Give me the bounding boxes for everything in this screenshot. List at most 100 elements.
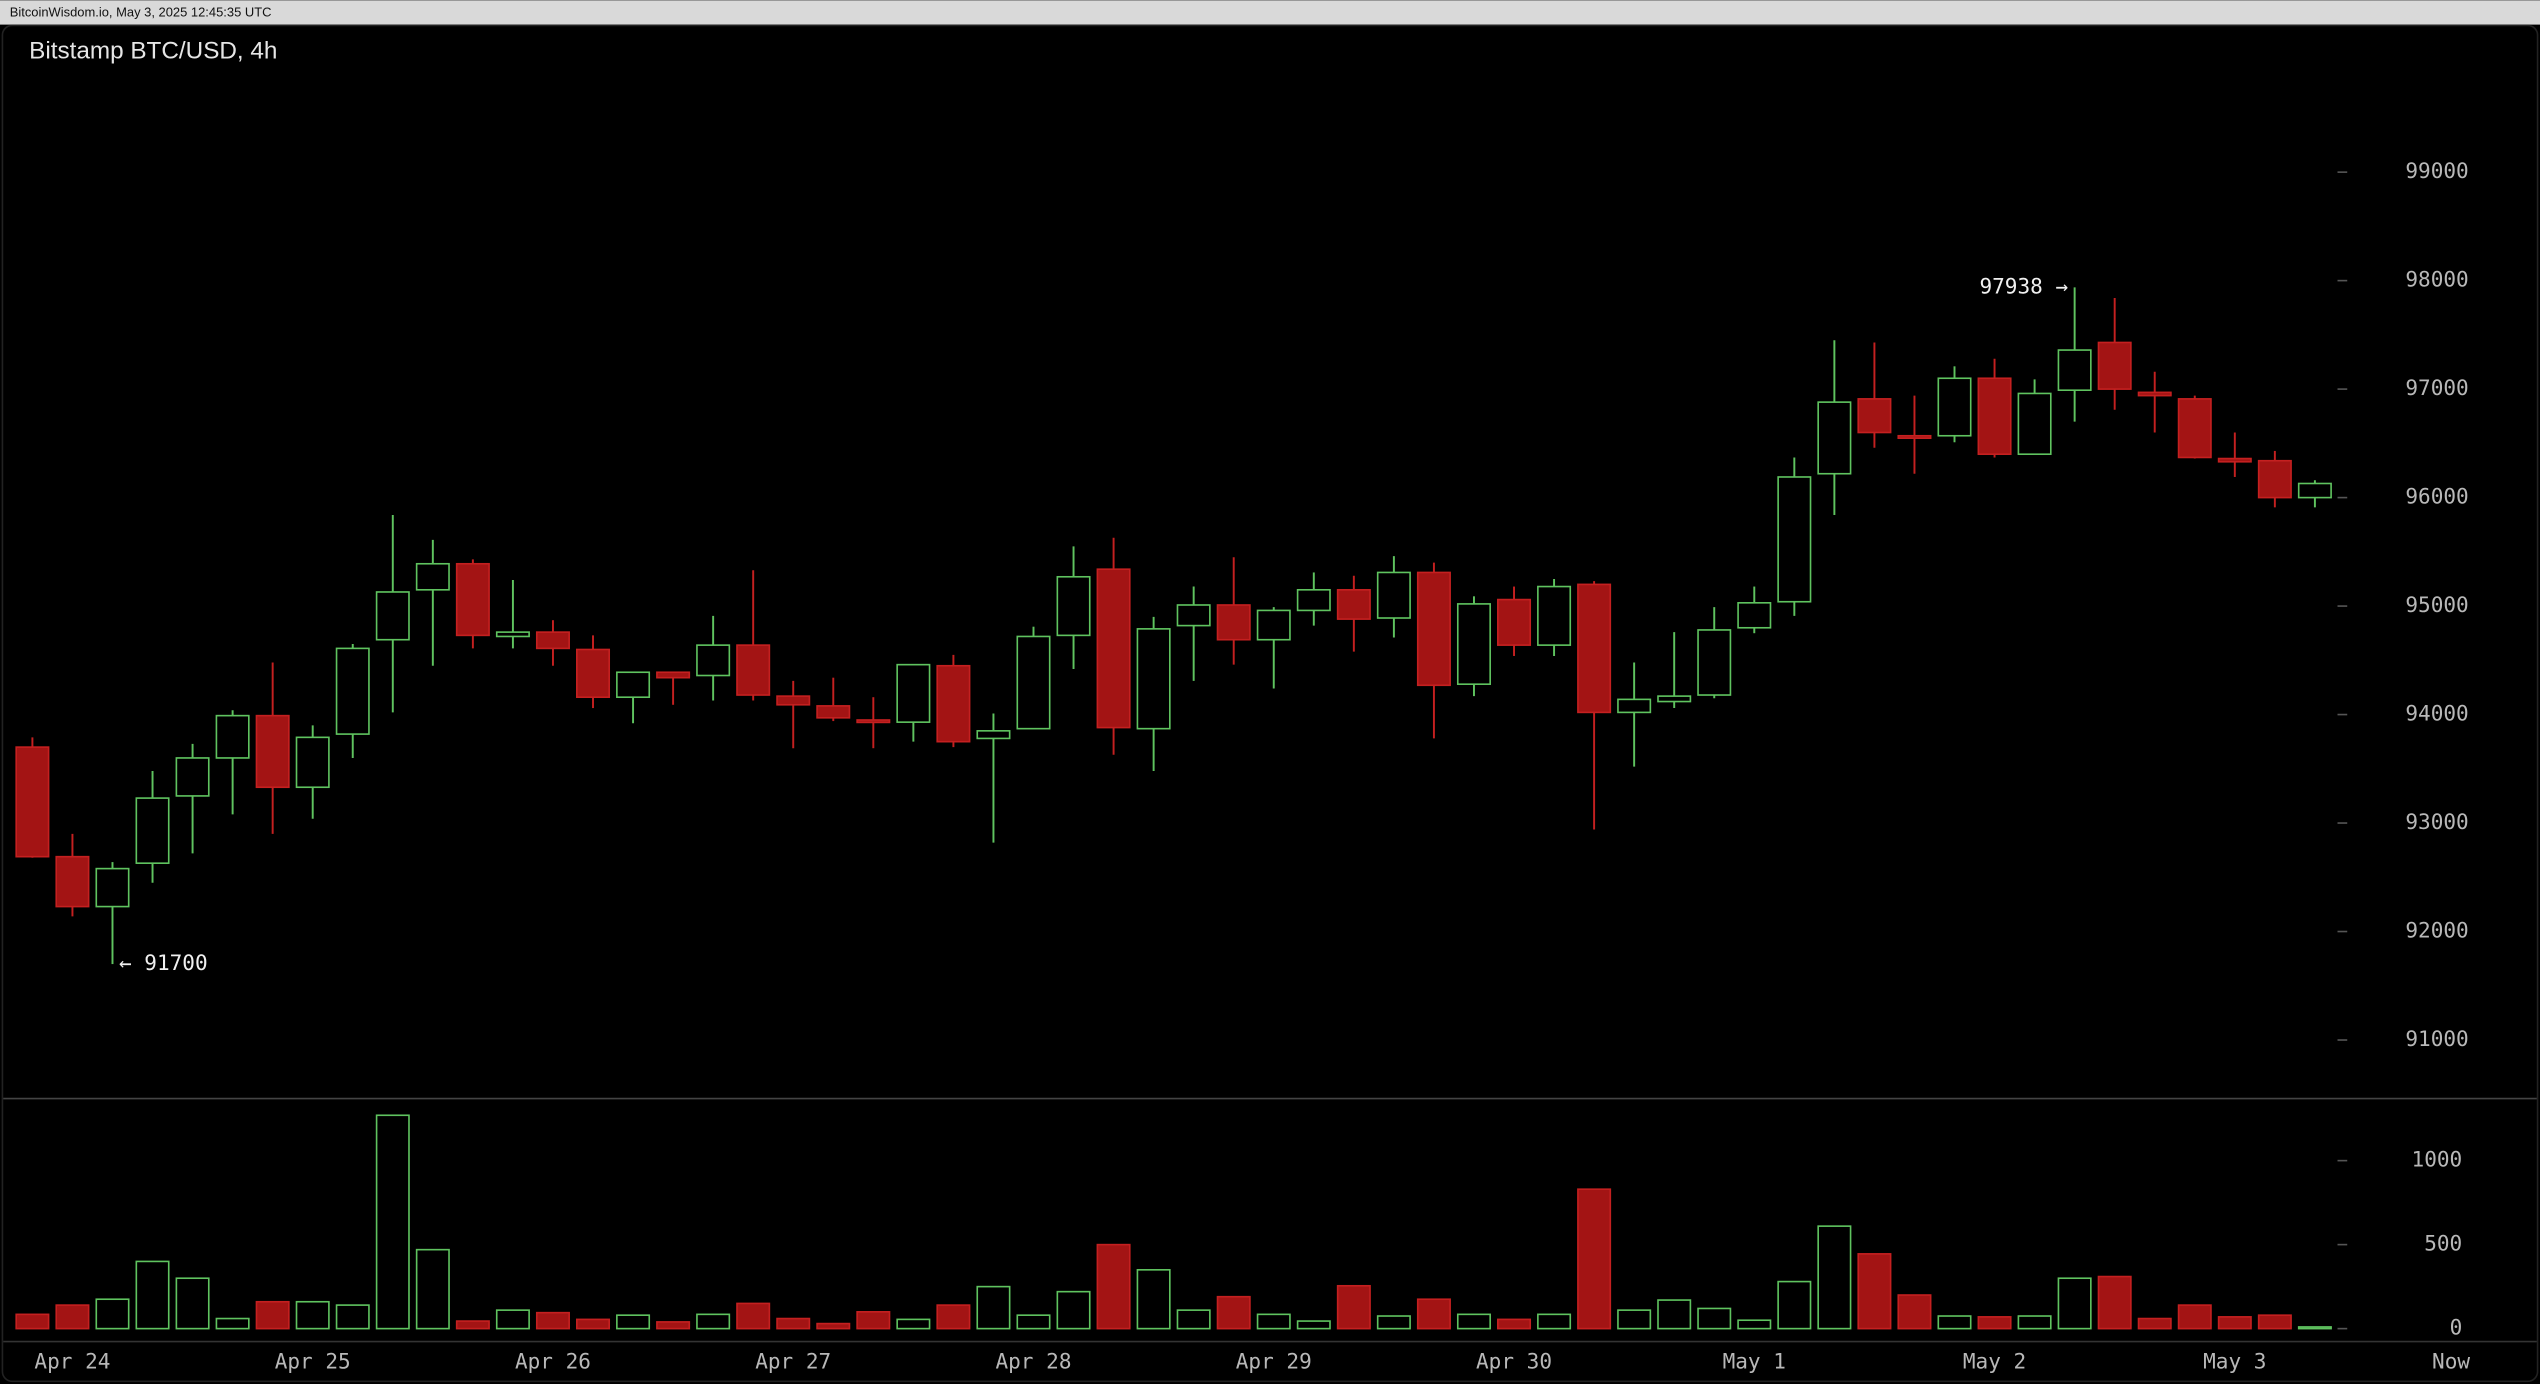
panel <box>1 24 2539 1383</box>
volume-bar <box>1537 1313 1572 1330</box>
candle-body <box>2057 349 2092 392</box>
candle-body <box>1296 588 1331 612</box>
volume-bar <box>896 1318 931 1330</box>
now-label: Now <box>2432 1349 2470 1374</box>
volume-bar <box>1016 1314 1051 1330</box>
volume-bar <box>1897 1294 1932 1330</box>
x-tick-label: Apr 30 <box>1476 1349 1552 1374</box>
candle-body <box>1577 583 1612 714</box>
y-tick-label: 99000 <box>2405 158 2468 183</box>
volume-bar <box>135 1260 170 1330</box>
y-tick-label: 91000 <box>2405 1026 2468 1051</box>
candle-body <box>2297 482 2332 499</box>
candle-body <box>816 705 851 719</box>
candle-body <box>576 648 611 699</box>
candle-body <box>255 714 290 789</box>
volume-bar <box>816 1322 851 1330</box>
volume-bar <box>1096 1243 1131 1330</box>
volume-bar <box>2057 1277 2092 1330</box>
volume-bar <box>335 1304 370 1330</box>
candle-body <box>1737 602 1772 629</box>
volume-bar <box>2177 1304 2212 1330</box>
candle-body <box>1176 604 1211 627</box>
candle-body <box>375 591 410 641</box>
candle-body <box>656 671 691 679</box>
candle-body <box>175 757 210 797</box>
candle-body <box>1857 398 1892 434</box>
volume-bar <box>1977 1316 2012 1330</box>
candle-body <box>2137 391 2172 397</box>
volume-bar <box>1577 1188 1612 1330</box>
volume-bar <box>936 1304 971 1330</box>
candle-body <box>1697 629 1732 696</box>
candle-body <box>15 746 50 858</box>
candle-body <box>2097 341 2132 390</box>
volume-bar <box>616 1314 651 1330</box>
y-tick-label: 96000 <box>2405 484 2468 509</box>
candle-body <box>1897 434 1932 439</box>
y-tick-label: 95000 <box>2405 592 2468 617</box>
volume-bar <box>656 1321 691 1330</box>
candle-body <box>215 714 250 759</box>
x-tick-label: Apr 26 <box>515 1349 591 1374</box>
volume-bar <box>1136 1269 1171 1330</box>
volume-bar <box>1857 1253 1892 1330</box>
volume-bar <box>2217 1316 2252 1330</box>
volume-bar <box>495 1309 530 1330</box>
volume-bar <box>1657 1299 1692 1330</box>
candle-body <box>1136 628 1171 730</box>
candle-body <box>1817 401 1852 475</box>
candle-body <box>1617 698 1652 714</box>
volume-bar <box>2137 1317 2172 1330</box>
volume-bar <box>696 1313 731 1330</box>
volume-bar <box>1416 1298 1451 1330</box>
candle-body <box>135 797 170 864</box>
volume-bar <box>2257 1314 2292 1330</box>
candle-body <box>2257 459 2292 499</box>
volume-bar <box>976 1285 1011 1330</box>
header-text: BitcoinWisdom.io, May 3, 2025 12:45:35 U… <box>10 5 272 20</box>
volume-bar <box>375 1114 410 1330</box>
candle-body <box>2177 398 2212 459</box>
candle-body <box>95 867 130 908</box>
candle-body <box>1777 476 1812 603</box>
y-tick-label: 94000 <box>2405 701 2468 726</box>
volume-bar <box>2097 1275 2132 1330</box>
candle-body <box>1016 635 1051 730</box>
candle-body <box>495 631 530 638</box>
candle-body <box>1977 377 2012 456</box>
volume-bar <box>736 1302 771 1330</box>
y-tick-label: 93000 <box>2405 809 2468 834</box>
candle-body <box>535 631 570 650</box>
x-tick-label: Apr 27 <box>755 1349 831 1374</box>
candle-body <box>896 663 931 723</box>
volume-bar <box>576 1318 611 1330</box>
volume-bar <box>1456 1313 1491 1330</box>
candle-body <box>1096 568 1131 729</box>
volume-bar <box>1777 1280 1812 1330</box>
y-tick-label: 98000 <box>2405 267 2468 292</box>
volume-bar <box>1937 1315 1972 1330</box>
volume-bar <box>1617 1309 1652 1330</box>
candle-body <box>696 644 731 677</box>
volume-bar <box>175 1277 210 1330</box>
candle-body <box>1256 609 1291 641</box>
candle-body <box>1537 585 1572 646</box>
candle-body <box>976 730 1011 740</box>
volume-bar <box>1817 1225 1852 1330</box>
volume-bar <box>255 1300 290 1330</box>
candle-body <box>1657 695 1692 703</box>
candle-body <box>936 664 971 743</box>
volume-tick-label: 0 <box>2450 1315 2463 1340</box>
x-tick-label: May 2 <box>1963 1349 2026 1374</box>
volume-bar <box>215 1317 250 1330</box>
x-tick-label: Apr 25 <box>275 1349 351 1374</box>
volume-bar <box>856 1311 891 1330</box>
volume-tick-label: 500 <box>2424 1231 2462 1256</box>
volume-bar <box>1256 1313 1291 1330</box>
candle-body <box>295 736 330 789</box>
volume-bar <box>1056 1290 1091 1330</box>
candle-body <box>1336 588 1371 620</box>
